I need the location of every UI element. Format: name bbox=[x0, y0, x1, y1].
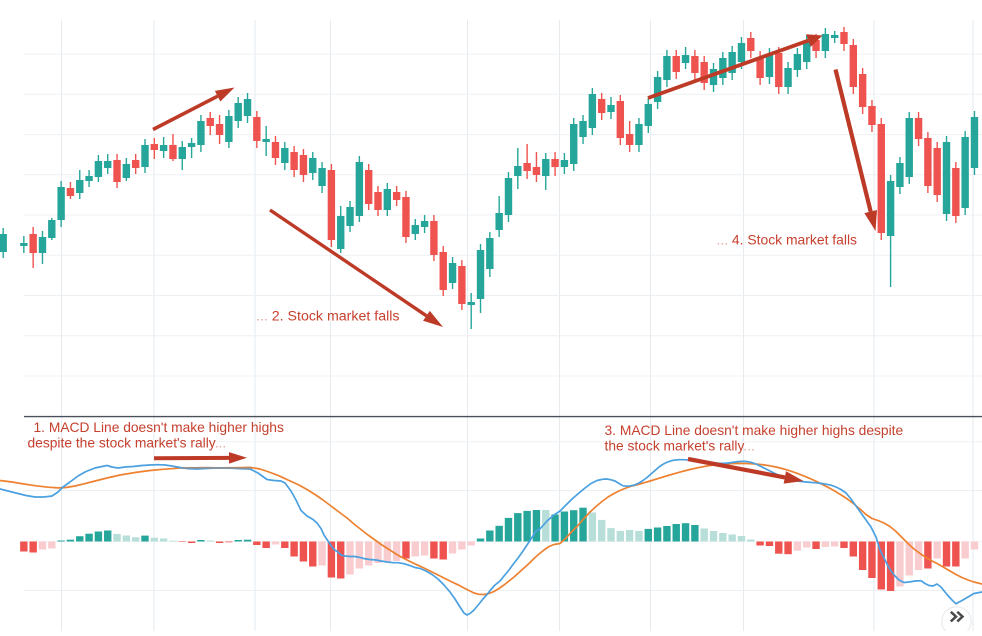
svg-text:1. MACD Line doesn't make high: 1. MACD Line doesn't make higher highs bbox=[34, 420, 284, 435]
svg-text:despite the stock market's ral: despite the stock market's rally... bbox=[28, 436, 227, 451]
svg-text:... 4. Stock market falls: ... 4. Stock market falls bbox=[717, 232, 858, 248]
svg-text:3. MACD Line doesn't make high: 3. MACD Line doesn't make higher highs d… bbox=[605, 423, 904, 438]
svg-text:the stock market's rally...: the stock market's rally... bbox=[605, 439, 755, 454]
svg-text:... 2. Stock market falls: ... 2. Stock market falls bbox=[256, 309, 400, 325]
